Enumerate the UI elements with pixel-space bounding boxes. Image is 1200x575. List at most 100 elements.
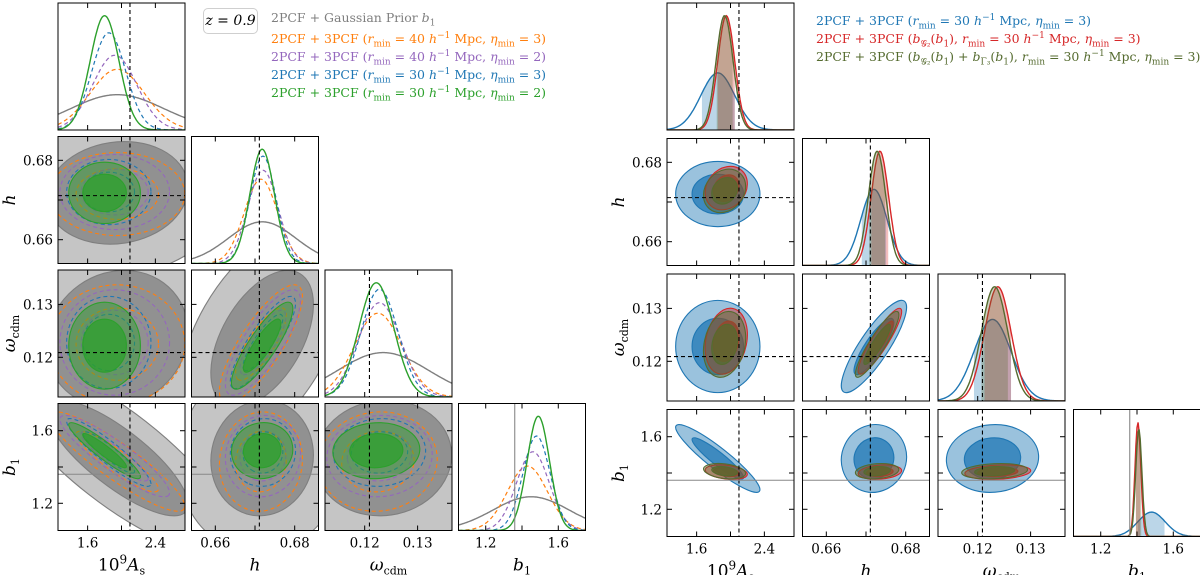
x-tick-label: 0.68 [891,542,921,558]
contour-left-1-1 [75,307,159,381]
posterior-right-0 [802,188,930,266]
legend-left: 2PCF + Gaussian Prior b1 2PCF + 3PCF (rmi… [271,9,547,104]
posterior-right-0 [1073,511,1200,537]
x-tick-label: 0.12 [963,542,993,558]
panel-1d-right-0 [667,3,794,130]
panel-1d-left-2 [325,270,452,397]
x-tick-label: 1.6 [77,536,98,552]
contour-left-4-1 [82,318,127,373]
legend-entry: 2PCF + 3PCF (rmin = 40 h−1 Mpc, ηmin = 3… [271,31,547,50]
contour-left-2-1 [80,309,149,376]
axis-label: ωcdm [983,562,1021,575]
axis-label: b1 [609,464,631,482]
axis-label: b1 [1128,562,1146,575]
axis-label: b1 [513,556,531,575]
legend-entry: 2PCF + 3PCF (rmin = 30 h−1 Mpc, ηmin = 2… [271,85,547,104]
legend-entry: 2PCF + 3PCF (rmin = 40 h−1 Mpc, ηmin = 2… [271,49,547,68]
posterior-left-3 [191,155,319,264]
x-tick-label: 1.6 [548,536,569,552]
posterior-left-2 [58,54,185,130]
panel-1d-left-3 [458,403,586,531]
x-tick-label: 0.13 [1016,542,1046,558]
band-right-2 [869,151,886,266]
y-tick-label: 1.2 [32,496,53,512]
posterior-left-4 [58,14,185,130]
contour-left-1-1 [235,430,287,493]
panel-1d-left-0 [58,3,185,130]
axis-label: b1 [0,458,22,476]
contour-left-2-1 [239,309,287,376]
contour-left-1-1 [341,430,415,493]
panel-2d-right-1-0 [667,138,794,266]
posterior-right-1 [667,14,794,130]
y-tick-label: 1.2 [641,502,662,518]
axis-label: ωcdm [370,556,408,575]
contour-left-4-1 [242,318,282,373]
y-tick-label: 0.68 [632,155,662,171]
band-right-2 [981,286,1008,401]
y-tick-label: 1.6 [32,424,53,440]
panel-2d-right-3-2 [938,409,1065,537]
band-right-2 [1135,429,1142,537]
panel-2d-right-2-0 [667,274,794,401]
legend-entry: 2PCF + Gaussian Prior b1 [271,10,436,29]
posterior-left-1 [58,68,185,128]
panel-2d-left-3-1 [191,403,319,531]
contour-left-2-0 [59,289,171,396]
posterior-right-2 [1073,429,1200,537]
contour-left-4-1 [82,173,127,213]
y-tick-label: 0.66 [23,233,53,249]
y-tick-label: 0.13 [632,301,662,317]
contour-left-1-1 [235,307,287,381]
legend-entry: 2PCF + 3PCF (b𝒢₂(b1) + bΓ₃(b1), rmin = 3… [816,49,1200,68]
panel-2d-left-3-2 [325,403,452,531]
panel-2d-right-3-1 [802,409,930,537]
axis-label: ωcdm [0,314,22,352]
panel-2d-left-2-1 [191,270,319,397]
legend-right: 2PCF + 3PCF (rmin = 30 h−1 Mpc, ηmin = 3… [816,9,1200,68]
x-tick-label: 1.6 [686,542,707,558]
panel-2d-left-3-0 [58,403,185,531]
posterior-right-1 [1073,422,1200,537]
contour-left-3-1 [82,431,136,474]
contour-right-2-1 [711,465,738,477]
posterior-left-2 [325,302,452,397]
posterior-right-0 [938,318,1065,401]
contour-left-1-0 [58,411,185,512]
contour-left-4-1 [242,433,282,469]
posterior-left-1 [325,312,452,397]
y-tick-label: 0.12 [23,350,53,366]
contour-left-3-0 [229,418,297,487]
y-tick-label: 0.68 [23,153,53,169]
axis-label: 109As [98,553,146,575]
posterior-left-1 [191,178,319,264]
posterior-left-4 [325,282,452,397]
contour-right-2-1 [973,465,1016,477]
x-tick-label: 0.12 [350,536,380,552]
x-tick-label: 0.66 [200,536,230,552]
contour-right-2-1 [711,323,738,366]
axis-label: h [250,556,261,575]
panel-2d-right-3-0 [667,409,794,537]
contour-left-1-0 [325,411,438,512]
band-right-2 [716,15,733,130]
contour-left-1-0 [218,411,304,512]
band-right-0 [1138,512,1165,537]
panel-1d-right-3 [1073,409,1200,537]
contour-left-4-1 [349,433,404,469]
panel-2d-right-2-1 [802,274,930,401]
x-tick-label: 0.13 [403,536,433,552]
posterior-left-3 [58,32,185,130]
posterior-left-0 [325,351,452,384]
legend-entry: 2PCF + 3PCF (rmin = 30 h−1 Mpc, ηmin = 3… [271,67,547,86]
panel-1d-right-2 [938,274,1065,401]
posterior-right-2 [667,15,794,130]
panel-2d-left-1-0 [58,136,185,264]
panel-frame-right-2-2 [937,273,1066,402]
contour-left-2-0 [326,414,433,498]
posterior-left-3 [458,435,586,531]
posterior-left-0 [458,496,586,526]
contour-left-2-1 [80,168,149,216]
x-tick-label: 0.68 [280,536,310,552]
